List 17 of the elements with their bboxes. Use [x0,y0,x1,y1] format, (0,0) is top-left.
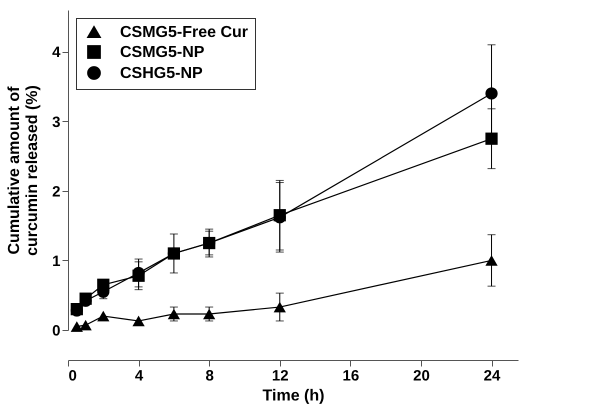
y-tick-label: 0 [52,322,60,340]
y-axis-title: Cumulative amount of curcumin released (%) [6,85,42,256]
y-tick-label: 4 [52,44,62,62]
legend-label: CSMG5-NP [120,44,205,61]
x-tick-label: 16 [342,368,360,384]
x-tick-label: 12 [272,368,289,384]
x-axis-title: Time (h) [262,388,324,404]
x-tick-label: 4 [134,368,144,384]
legend-label: CSMG5-Free Cur [120,24,248,41]
x-tick-label: 8 [206,368,214,384]
y-tick-label: 3 [52,114,60,131]
x-tick-label: 0 [68,368,77,384]
y-tick-label: 2 [52,183,60,200]
x-tick-label: 24 [484,368,502,384]
x-tick-label: 20 [413,368,430,384]
legend-label: CSHG5-NP [120,65,204,82]
y-tick-label: 1 [52,252,60,270]
